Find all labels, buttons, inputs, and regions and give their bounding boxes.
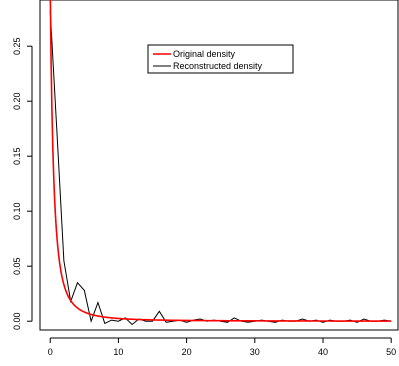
y-tick-label: 0.10: [12, 202, 22, 220]
y-tick-label: 0.20: [12, 92, 22, 110]
x-axis: 0 10 20 30 40 50: [48, 337, 396, 357]
plot-frame: [39, 0, 399, 331]
y-axis: 0.00 0.05 0.10 0.15 0.20 0.25: [12, 37, 33, 330]
y-tick-label: 0.15: [12, 147, 22, 165]
legend-box: [147, 44, 294, 74]
x-tick-label: 50: [386, 347, 396, 357]
series-original-density: [49, 0, 392, 322]
y-tick-label: 0.00: [12, 312, 22, 330]
legend-label-original: Original density: [173, 49, 236, 59]
series-layer: [49, 0, 392, 326]
legend-label-reconstructed: Reconstructed density: [173, 61, 263, 71]
x-tick-label: 20: [182, 347, 192, 357]
x-tick-label: 30: [250, 347, 260, 357]
y-tick-label: 0.05: [12, 257, 22, 275]
legend: Original density Reconstructed density: [147, 44, 294, 74]
x-tick-label: 40: [318, 347, 328, 357]
y-tick-label: 0.25: [12, 37, 22, 55]
x-tick-label: 0: [48, 347, 53, 357]
x-tick-label: 10: [113, 347, 123, 357]
